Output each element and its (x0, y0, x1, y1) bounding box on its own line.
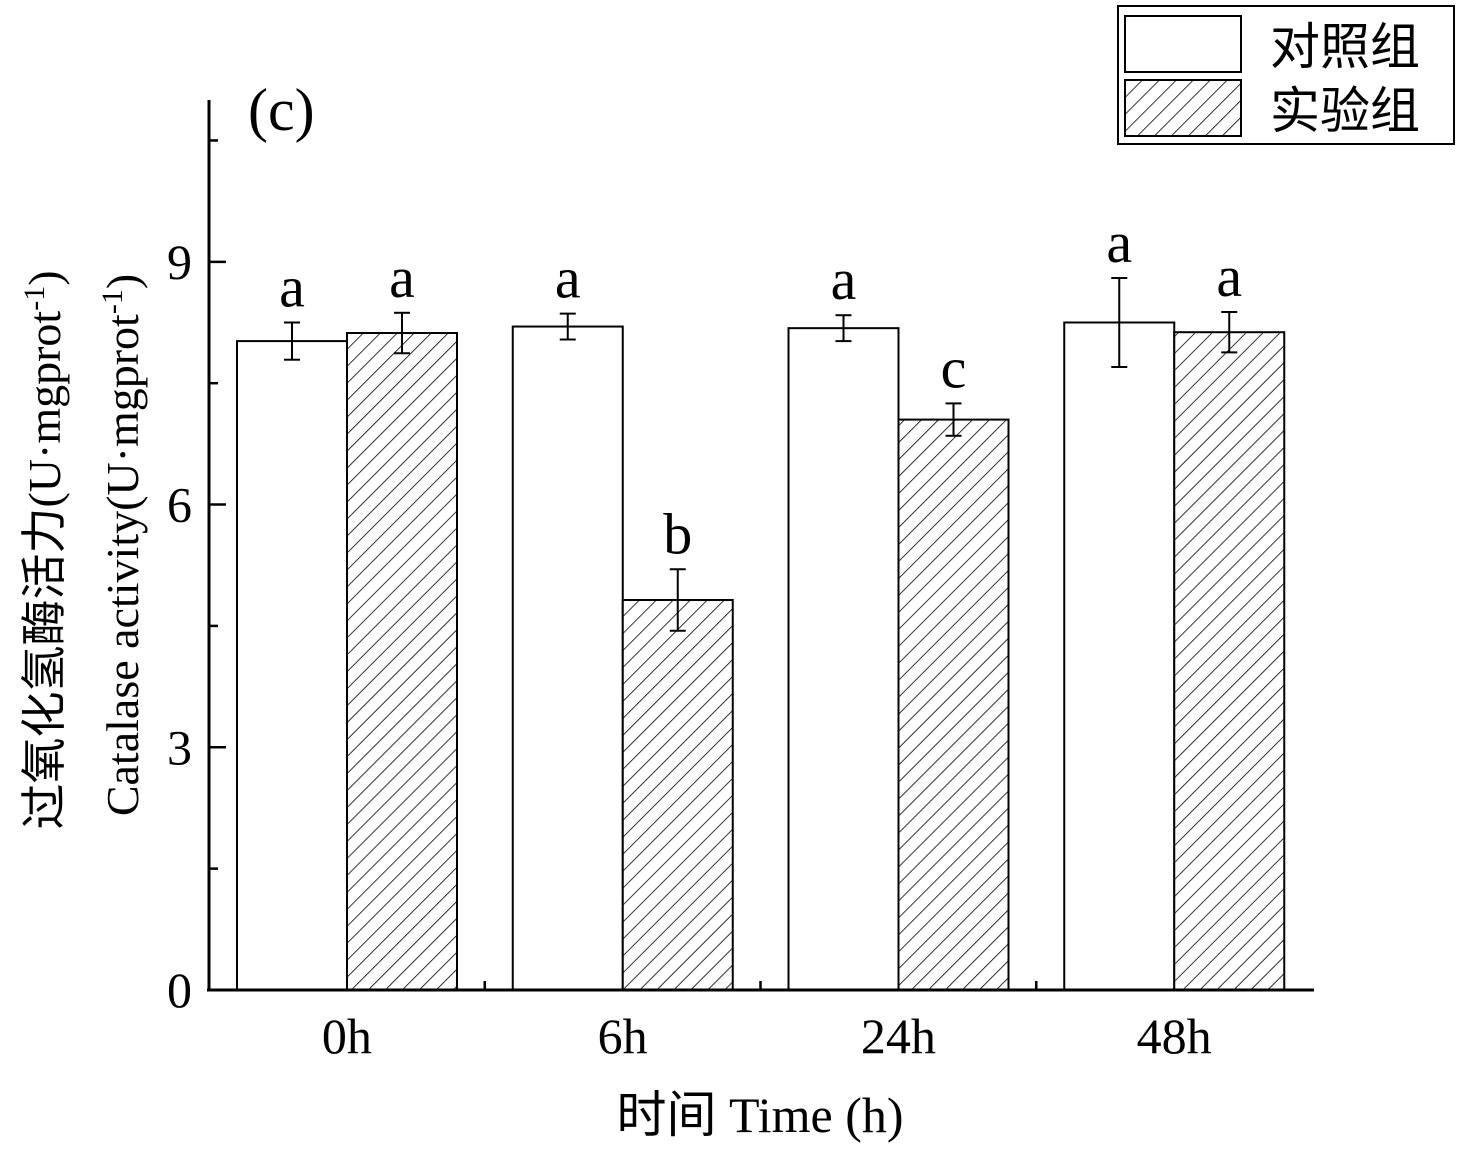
significance-letter-1-0: a (389, 245, 415, 310)
error-bars-group (284, 277, 1238, 632)
y-ticks-group: 0 3 6 9 (167, 139, 226, 1018)
legend-swatch-experiment (1124, 79, 1242, 137)
y-tick-label-0: 0 (167, 962, 192, 1018)
significance-letters-group: a a a a a b c a (279, 210, 1242, 566)
y-tick-label-6: 6 (167, 477, 192, 533)
y-label-cn-superscript: -1 (18, 286, 51, 311)
bar-control-6h (511, 325, 624, 991)
significance-letter-0-3: a (1106, 210, 1132, 275)
x-tick-label-0h: 0h (322, 1008, 372, 1064)
significance-letter-1-2: c (941, 335, 967, 400)
legend-swatch-control (1124, 15, 1242, 73)
bar-experiment-48h (1173, 331, 1286, 991)
y-label-en-main: Catalase activity(U·mgprot (97, 314, 148, 816)
x-axis-label: 时间 Time (h) (616, 1087, 903, 1143)
significance-letter-0-1: a (555, 246, 581, 311)
legend: 对照组 实验组 (1117, 5, 1455, 145)
significance-letter-0-2: a (831, 247, 857, 312)
y-label-en-close: ) (97, 274, 148, 289)
y-label-en-superscript: -1 (96, 289, 129, 314)
bar-control-48h (1063, 321, 1176, 991)
x-ticks-group: 0h 6h 24h 48h (322, 981, 1212, 1064)
y-tick-label-3: 3 (167, 719, 192, 775)
y-label-cn-main: 过氧化氢酶活力(U·mgprot (19, 311, 70, 830)
y-tick-label-9: 9 (167, 234, 192, 290)
y-axis-label-chinese: 过氧化氢酶活力(U·mgprot-1) (18, 270, 71, 829)
bars-group (236, 321, 1286, 992)
significance-letter-1-3: a (1216, 244, 1242, 309)
legend-label-control: 对照组 (1270, 19, 1420, 75)
x-tick-label-48h: 48h (1137, 1008, 1212, 1064)
panel-label: (c) (248, 77, 315, 143)
x-tick-label-6h: 6h (598, 1008, 648, 1064)
bar-experiment-0h (346, 332, 458, 991)
bar-experiment-6h (621, 599, 734, 991)
bar-control-24h (787, 327, 900, 991)
legend-label-experiment: 实验组 (1270, 83, 1420, 139)
x-tick-label-24h: 24h (861, 1008, 936, 1064)
y-axis-label-english: Catalase activity(U·mgprot-1) (96, 274, 149, 816)
bar-control-0h (236, 340, 348, 992)
bar-experiment-24h (897, 418, 1010, 992)
y-label-cn-close: ) (19, 270, 70, 285)
significance-letter-1-1: b (663, 501, 692, 566)
significance-letter-0-0: a (279, 255, 305, 320)
